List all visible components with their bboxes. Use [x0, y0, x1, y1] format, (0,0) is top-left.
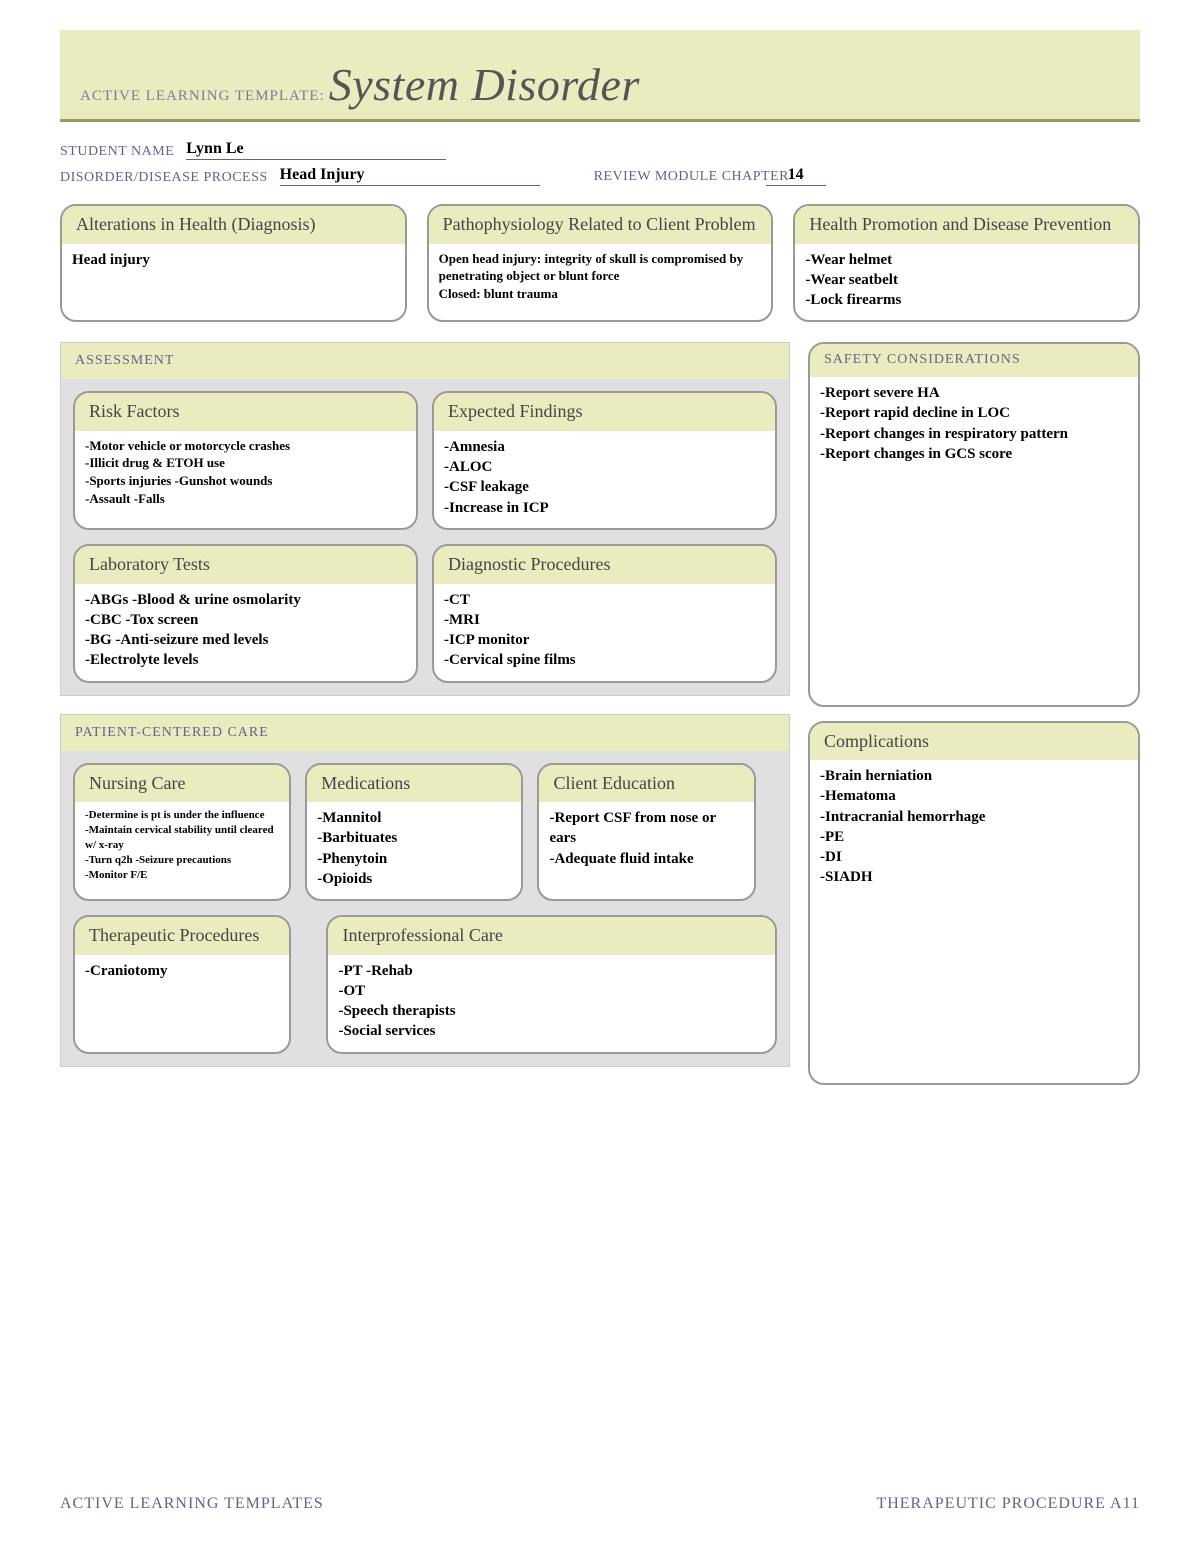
- card-risk-factors-title: Risk Factors: [75, 393, 416, 431]
- card-interprofessional-care: Interprofessional Care -PT -Rehab -OT -S…: [326, 915, 777, 1054]
- card-client-education: Client Education -Report CSF from nose o…: [537, 763, 755, 902]
- card-expected-findings: Expected Findings -Amnesia -ALOC -CSF le…: [432, 391, 777, 530]
- card-complications: Complications -Brain herniation -Hematom…: [808, 721, 1140, 1085]
- page: ACTIVE LEARNING TEMPLATE: System Disorde…: [0, 0, 1200, 1553]
- footer-left: ACTIVE LEARNING TEMPLATES: [60, 1495, 324, 1513]
- card-expected-findings-body: -Amnesia -ALOC -CSF leakage -Increase in…: [434, 431, 775, 528]
- footer-right-label: THERAPEUTIC PROCEDURE: [876, 1495, 1105, 1512]
- card-interprofessional-care-body: -PT -Rehab -OT -Speech therapists -Socia…: [328, 955, 775, 1052]
- card-medications-body: -Mannitol -Barbituates -Phenytoin -Opioi…: [307, 802, 521, 899]
- card-complications-title: Complications: [810, 723, 1138, 761]
- chapter-value: 14: [766, 166, 826, 186]
- student-name-label: STUDENT NAME: [60, 144, 174, 160]
- card-interprofessional-care-title: Interprofessional Care: [328, 917, 775, 955]
- card-nursing-care: Nursing Care -Determine is pt is under t…: [73, 763, 291, 902]
- top-row: Alterations in Health (Diagnosis) Head i…: [60, 204, 1140, 322]
- card-client-education-body: -Report CSF from nose or ears -Adequate …: [539, 802, 753, 879]
- card-pathophysiology-title: Pathophysiology Related to Client Proble…: [429, 206, 772, 244]
- card-prevention-body: -Wear helmet -Wear seatbelt -Lock firear…: [795, 244, 1138, 321]
- card-client-education-title: Client Education: [539, 765, 753, 803]
- disorder-label: DISORDER/DISEASE PROCESS: [60, 170, 268, 186]
- card-alterations-title: Alterations in Health (Diagnosis): [62, 206, 405, 244]
- card-therapeutic-procedures-title: Therapeutic Procedures: [75, 917, 289, 955]
- card-medications: Medications -Mannitol -Barbituates -Phen…: [305, 763, 523, 902]
- footer-right: THERAPEUTIC PROCEDURE A11: [876, 1495, 1140, 1513]
- card-alterations-body: Head injury: [62, 244, 405, 280]
- card-laboratory-tests-title: Laboratory Tests: [75, 546, 416, 584]
- section-pcc-title: PATIENT-CENTERED CARE: [61, 715, 789, 751]
- card-prevention: Health Promotion and Disease Prevention …: [793, 204, 1140, 322]
- footer-page: A11: [1110, 1495, 1140, 1512]
- right-column: SAFETY CONSIDERATIONS -Report severe HA …: [808, 342, 1140, 1084]
- card-prevention-title: Health Promotion and Disease Prevention: [795, 206, 1138, 244]
- card-laboratory-tests-body: -ABGs -Blood & urine osmolarity -CBC -To…: [75, 584, 416, 681]
- card-nursing-care-body: -Determine is pt is under the influence …: [75, 802, 289, 892]
- header-title: System Disorder: [329, 59, 640, 110]
- card-safety-title: SAFETY CONSIDERATIONS: [810, 344, 1138, 377]
- section-assessment: ASSESSMENT Risk Factors -Motor vehicle o…: [60, 342, 790, 695]
- chapter-label: REVIEW MODULE CHAPTER: [594, 169, 754, 186]
- footer: ACTIVE LEARNING TEMPLATES THERAPEUTIC PR…: [60, 1495, 1140, 1513]
- card-laboratory-tests: Laboratory Tests -ABGs -Blood & urine os…: [73, 544, 418, 683]
- card-risk-factors-body: -Motor vehicle or motorcycle crashes -Il…: [75, 431, 416, 517]
- card-nursing-care-title: Nursing Care: [75, 765, 289, 803]
- card-complications-body: -Brain herniation -Hematoma -Intracrania…: [810, 760, 1138, 898]
- card-safety-body: -Report severe HA -Report rapid decline …: [810, 377, 1138, 474]
- card-diagnostic-procedures: Diagnostic Procedures -CT -MRI -ICP moni…: [432, 544, 777, 683]
- disorder-value: Head Injury: [280, 166, 540, 186]
- card-diagnostic-procedures-body: -CT -MRI -ICP monitor -Cervical spine fi…: [434, 584, 775, 681]
- card-risk-factors: Risk Factors -Motor vehicle or motorcycl…: [73, 391, 418, 530]
- section-pcc: PATIENT-CENTERED CARE Nursing Care -Dete…: [60, 714, 790, 1067]
- card-therapeutic-procedures-body: -Craniotomy: [75, 955, 289, 991]
- left-column: ASSESSMENT Risk Factors -Motor vehicle o…: [60, 342, 790, 1084]
- info-block: STUDENT NAME Lynn Le DISORDER/DISEASE PR…: [60, 140, 1140, 186]
- card-medications-title: Medications: [307, 765, 521, 803]
- main-columns: ASSESSMENT Risk Factors -Motor vehicle o…: [60, 342, 1140, 1084]
- card-diagnostic-procedures-title: Diagnostic Procedures: [434, 546, 775, 584]
- student-name-value: Lynn Le: [186, 140, 446, 160]
- card-pathophysiology: Pathophysiology Related to Client Proble…: [427, 204, 774, 322]
- card-therapeutic-procedures: Therapeutic Procedures -Craniotomy: [73, 915, 291, 1054]
- card-pathophysiology-body: Open head injury: integrity of skull is …: [429, 244, 772, 313]
- card-safety-considerations: SAFETY CONSIDERATIONS -Report severe HA …: [808, 342, 1140, 706]
- header-band: ACTIVE LEARNING TEMPLATE: System Disorde…: [60, 30, 1140, 122]
- section-assessment-title: ASSESSMENT: [61, 343, 789, 379]
- card-alterations: Alterations in Health (Diagnosis) Head i…: [60, 204, 407, 322]
- header-prefix: ACTIVE LEARNING TEMPLATE:: [80, 88, 325, 104]
- card-expected-findings-title: Expected Findings: [434, 393, 775, 431]
